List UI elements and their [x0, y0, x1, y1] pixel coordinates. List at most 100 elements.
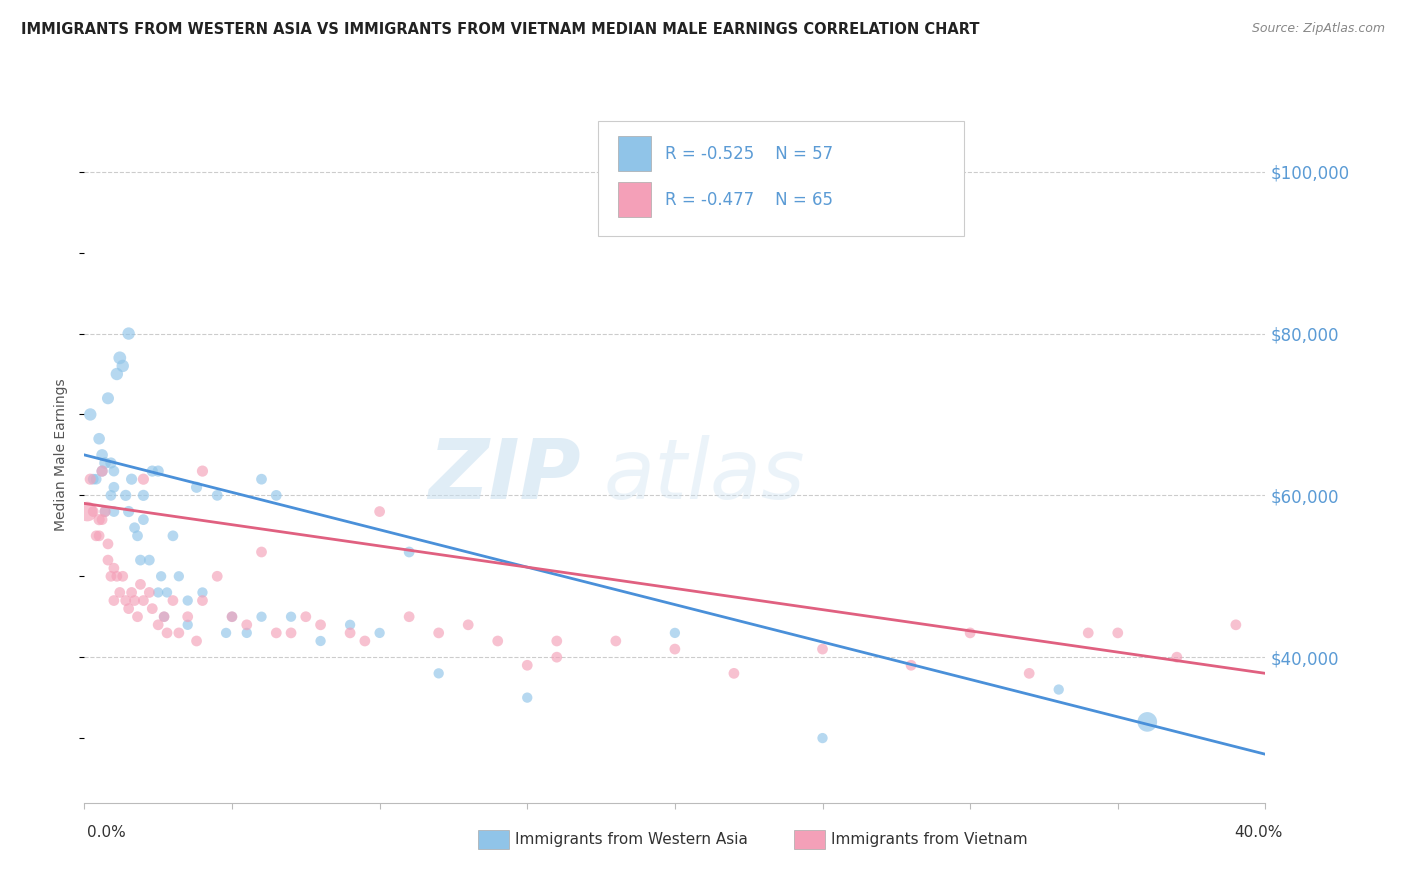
Point — [723, 666, 745, 681]
Point — [177, 593, 200, 607]
Point — [94, 456, 117, 470]
Point — [177, 609, 200, 624]
Point — [76, 504, 98, 518]
Point — [94, 504, 117, 518]
Point — [118, 326, 141, 341]
Point — [1018, 666, 1040, 681]
Point — [368, 504, 391, 518]
Point — [105, 367, 128, 381]
Point — [516, 690, 538, 705]
Point — [127, 609, 149, 624]
Point — [103, 561, 125, 575]
Point — [280, 626, 302, 640]
Point — [156, 585, 179, 599]
Point — [124, 521, 146, 535]
Point — [103, 504, 125, 518]
Point — [148, 464, 170, 478]
Point — [103, 480, 125, 494]
Point — [89, 432, 111, 446]
Point — [118, 504, 141, 518]
Point — [427, 666, 450, 681]
Point — [162, 529, 184, 543]
Text: atlas: atlas — [605, 435, 806, 516]
Point — [167, 626, 190, 640]
Point — [153, 609, 176, 624]
Point — [103, 593, 125, 607]
Point — [309, 634, 332, 648]
Point — [91, 464, 114, 478]
FancyBboxPatch shape — [619, 182, 651, 217]
Point — [368, 626, 391, 640]
Point — [1077, 626, 1099, 640]
Point — [959, 626, 981, 640]
Point — [82, 504, 104, 518]
Point — [191, 464, 214, 478]
Point — [111, 359, 134, 373]
Point — [108, 585, 131, 599]
Text: Source: ZipAtlas.com: Source: ZipAtlas.com — [1251, 22, 1385, 36]
Point — [124, 593, 146, 607]
Point — [91, 513, 114, 527]
Point — [79, 472, 101, 486]
Point — [309, 617, 332, 632]
Point — [121, 585, 143, 599]
FancyBboxPatch shape — [598, 121, 965, 235]
Point — [148, 617, 170, 632]
Point — [103, 464, 125, 478]
Point — [250, 472, 273, 486]
Point — [121, 472, 143, 486]
Point — [664, 626, 686, 640]
Point — [398, 609, 420, 624]
Point — [94, 504, 117, 518]
Point — [205, 569, 228, 583]
Y-axis label: Median Male Earnings: Median Male Earnings — [55, 378, 69, 532]
Point — [153, 609, 176, 624]
Point — [141, 601, 163, 615]
Point — [89, 513, 111, 527]
Point — [250, 609, 273, 624]
Point — [264, 488, 288, 502]
Point — [82, 472, 104, 486]
Point — [118, 601, 141, 615]
Point — [205, 488, 228, 502]
Point — [132, 593, 155, 607]
Point — [132, 513, 155, 527]
Point — [280, 609, 302, 624]
Text: 0.0%: 0.0% — [87, 825, 127, 839]
Point — [457, 617, 479, 632]
Text: R = -0.477    N = 65: R = -0.477 N = 65 — [665, 191, 834, 209]
Point — [84, 472, 107, 486]
Point — [486, 634, 509, 648]
Text: IMMIGRANTS FROM WESTERN ASIA VS IMMIGRANTS FROM VIETNAM MEDIAN MALE EARNINGS COR: IMMIGRANTS FROM WESTERN ASIA VS IMMIGRAN… — [21, 22, 980, 37]
FancyBboxPatch shape — [619, 136, 651, 171]
Text: 40.0%: 40.0% — [1234, 825, 1282, 839]
Point — [105, 569, 128, 583]
Point — [91, 464, 114, 478]
Point — [114, 488, 136, 502]
Point — [167, 569, 190, 583]
Point — [664, 642, 686, 657]
Point — [1166, 650, 1188, 665]
Point — [221, 609, 243, 624]
Point — [516, 658, 538, 673]
Point — [100, 456, 122, 470]
Point — [236, 626, 259, 640]
Point — [900, 658, 922, 673]
Point — [1136, 714, 1159, 729]
Point — [100, 488, 122, 502]
Point — [605, 634, 627, 648]
Point — [84, 529, 107, 543]
Point — [1107, 626, 1129, 640]
Text: Immigrants from Vietnam: Immigrants from Vietnam — [831, 832, 1028, 847]
Point — [138, 585, 160, 599]
Point — [127, 529, 149, 543]
Point — [236, 617, 259, 632]
Point — [114, 593, 136, 607]
Point — [264, 626, 288, 640]
Point — [339, 626, 361, 640]
Point — [177, 617, 200, 632]
Point — [398, 545, 420, 559]
Point — [162, 593, 184, 607]
Point — [129, 553, 152, 567]
Text: ZIP: ZIP — [427, 435, 581, 516]
